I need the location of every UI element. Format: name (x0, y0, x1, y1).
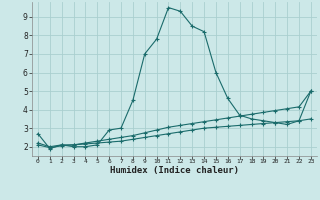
X-axis label: Humidex (Indice chaleur): Humidex (Indice chaleur) (110, 166, 239, 175)
